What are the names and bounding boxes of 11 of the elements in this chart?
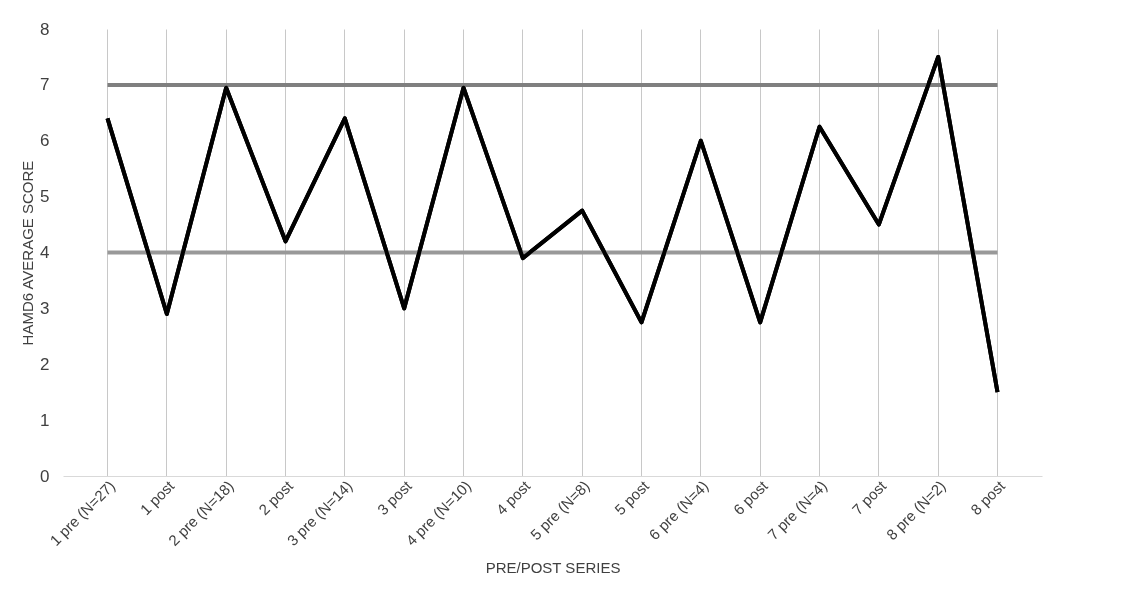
y-tick-label: 7: [40, 75, 50, 95]
y-axis-title: HAMD6 AVERAGE SCORE: [19, 160, 37, 346]
y-tick-label: 3: [40, 298, 50, 318]
y-tick-label: 1: [40, 410, 50, 430]
y-tick-label: 2: [40, 354, 50, 374]
y-tick-label: 6: [40, 131, 50, 151]
y-tick-label: 5: [40, 187, 50, 207]
y-tick-label: 8: [40, 19, 50, 39]
y-tick-label: 0: [40, 466, 50, 486]
y-tick-label: 4: [40, 243, 50, 262]
x-axis-title: PRE/POST SERIES: [485, 558, 621, 576]
